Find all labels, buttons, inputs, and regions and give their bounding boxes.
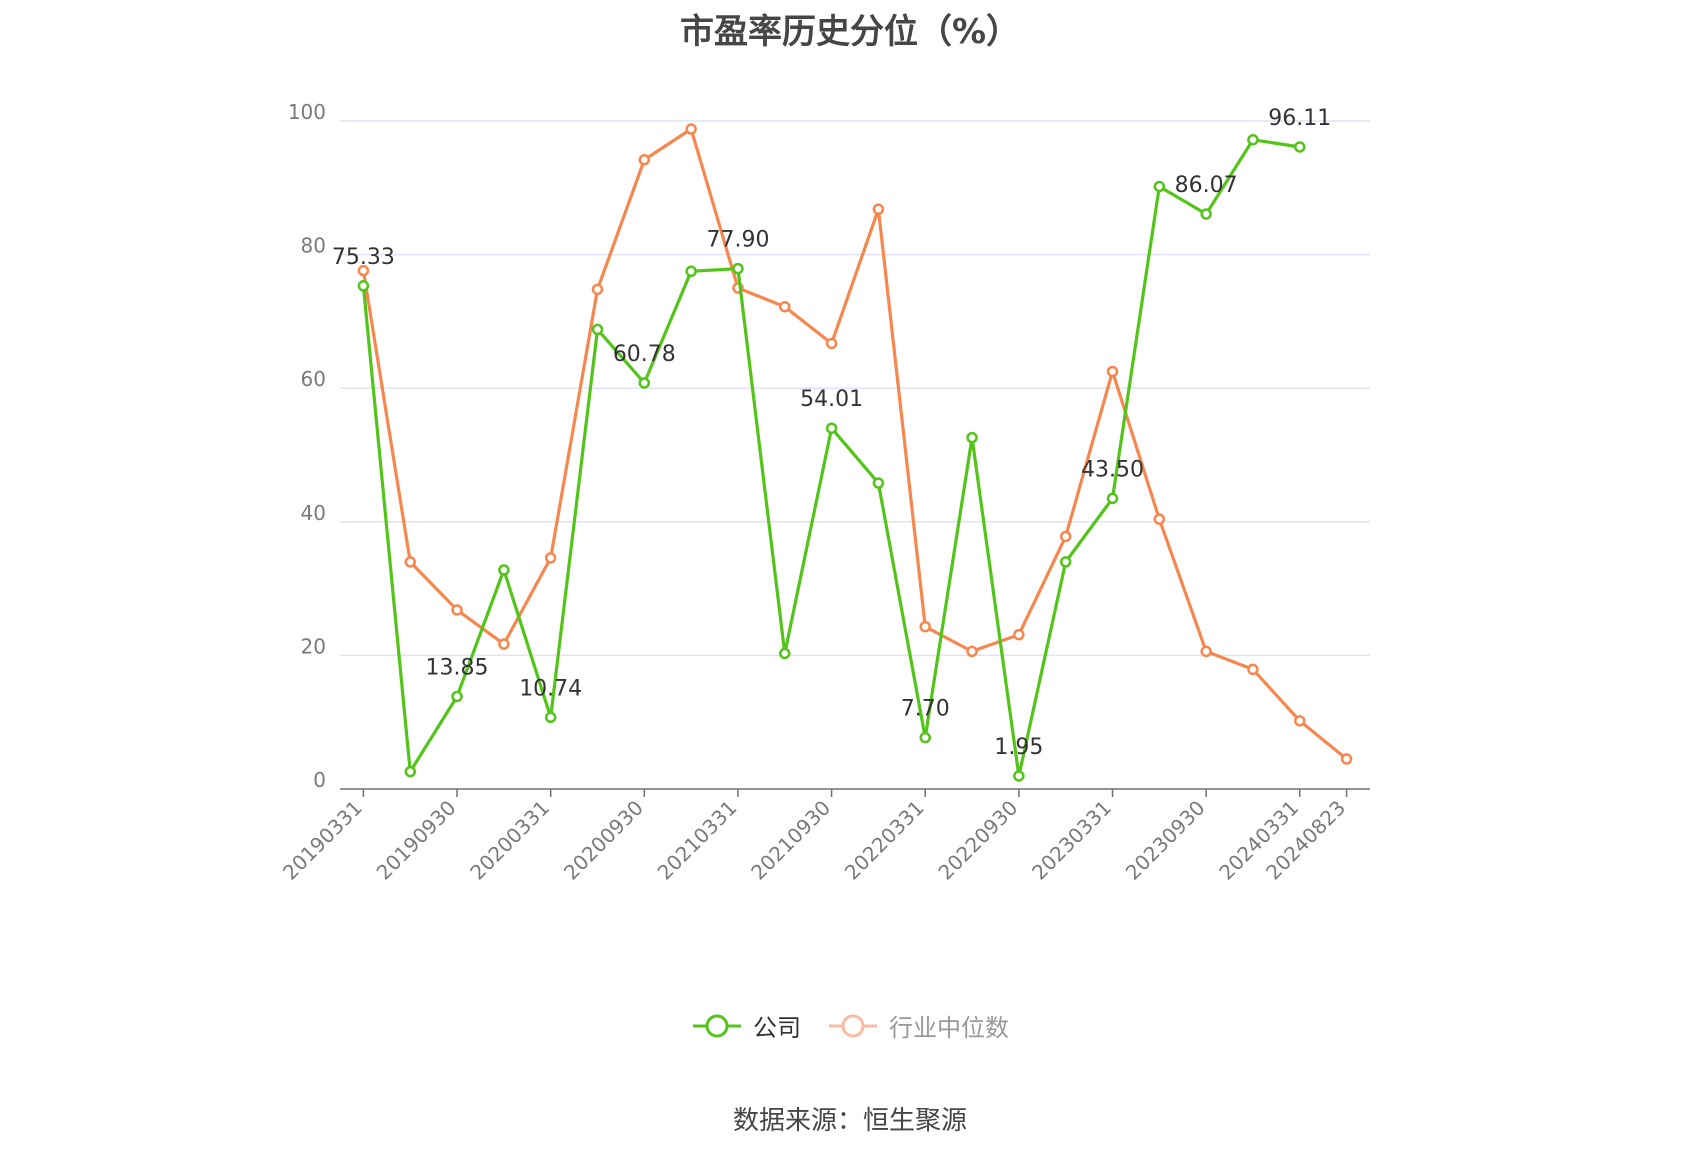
company-data-label: 96.11 [1268, 106, 1331, 131]
industry-data-point [544, 552, 557, 564]
company-data-point [966, 431, 978, 444]
company-data-point [357, 280, 370, 292]
company-data-point [1200, 208, 1212, 220]
industry-data-point [1340, 753, 1353, 765]
data-labels: 75.33 13.85 10.74 60.78 77.90 54.01 7.70 1.95 43… [332, 106, 1331, 760]
company-data-point [638, 377, 651, 389]
line-chart: 0 20 40 60 80 100 20190331 20190930 20200331 2020… [278, 100, 1370, 885]
x-tick-label: 20190930 [372, 796, 461, 885]
x-tick-label: 20200930 [559, 796, 648, 885]
company-data-point [732, 262, 744, 275]
legend-item-company[interactable]: 公司 [691, 1008, 801, 1043]
industry-data-point [1106, 365, 1119, 378]
industry-data-point [1294, 715, 1306, 727]
legend-industry-label: 行业中位数 [889, 1014, 1009, 1042]
company-data-point [1013, 770, 1025, 782]
industry-data-point [685, 123, 697, 135]
legend-company-marker-icon [693, 1014, 741, 1037]
industry-data-point [1013, 628, 1025, 641]
industry-data-point [1153, 513, 1166, 525]
industry-data-point [404, 556, 416, 568]
company-data-point [1153, 180, 1166, 193]
industry-data-point [872, 203, 885, 215]
company-data-point [1294, 141, 1306, 153]
industry-data-point [1059, 530, 1072, 543]
chart-title: 市盈率历史分位（%） [679, 12, 1021, 52]
legend-item-industry[interactable]: 行业中位数 [827, 1008, 1009, 1043]
industry-data-point [1200, 645, 1212, 658]
company-data-label: 43.50 [1081, 457, 1144, 482]
industry-data-point [451, 604, 463, 616]
y-tick-label: 100 [288, 100, 326, 124]
x-tick-label: 20200331 [465, 796, 554, 885]
company-data-point [591, 323, 604, 336]
industry-data-point [825, 337, 838, 350]
legend-industry-marker-icon [829, 1014, 877, 1037]
industry-data-point [638, 153, 651, 166]
company-data-point [544, 711, 557, 724]
x-tick-label: 20230331 [1027, 796, 1116, 885]
company-data-point [825, 422, 838, 434]
company-data-point [779, 647, 791, 660]
company-series-line [361, 138, 1301, 778]
legend: 公司 行业中位数 [0, 1008, 1700, 1043]
company-data-label: 7.70 [901, 697, 950, 722]
data-source: 数据来源：恒生聚源 [732, 1106, 967, 1136]
series [357, 123, 1353, 782]
company-data-label: 75.33 [332, 245, 395, 270]
industry-data-point [966, 645, 978, 658]
company-data-label: 77.90 [706, 228, 769, 253]
company-data-label: 10.74 [519, 676, 582, 701]
y-tick-label: 20 [301, 634, 326, 658]
company-data-label: 54.01 [800, 387, 863, 412]
company-data-point [1106, 492, 1119, 505]
company-data-point [919, 731, 931, 744]
industry-data-point [1247, 663, 1259, 676]
company-data-point [1059, 556, 1072, 568]
company-data-point [1247, 133, 1259, 146]
legend-company-label: 公司 [753, 1014, 801, 1042]
company-data-label: 60.78 [613, 342, 676, 367]
company-data-label: 1.95 [994, 735, 1043, 760]
company-data-point [498, 564, 510, 576]
company-data-point [451, 690, 463, 703]
company-data-point [872, 477, 885, 489]
industry-data-point [919, 620, 931, 633]
company-data-point [685, 265, 697, 278]
x-tick-label: 20210930 [746, 796, 835, 885]
x-tick-label: 20210331 [653, 796, 742, 885]
y-tick-label: 0 [313, 768, 326, 792]
company-data-label: 86.07 [1175, 173, 1238, 198]
y-tick-label: 40 [301, 501, 326, 525]
industry-data-point [498, 638, 510, 650]
industry-data-point [591, 283, 604, 296]
x-tick-label: 20230930 [1121, 796, 1210, 885]
industry-data-point [779, 300, 791, 313]
x-tick-label: 20220331 [840, 796, 929, 885]
grid-lines [340, 120, 1370, 657]
industry-data-point [357, 264, 370, 277]
industry-series-line [361, 127, 1348, 761]
company-data-label: 13.85 [426, 655, 489, 680]
y-tick-label: 80 [301, 234, 326, 258]
x-tick-label: 20190331 [278, 796, 367, 885]
company-data-point [404, 765, 416, 778]
y-tick-label: 60 [301, 367, 326, 391]
x-tick-label: 20220930 [933, 796, 1022, 885]
